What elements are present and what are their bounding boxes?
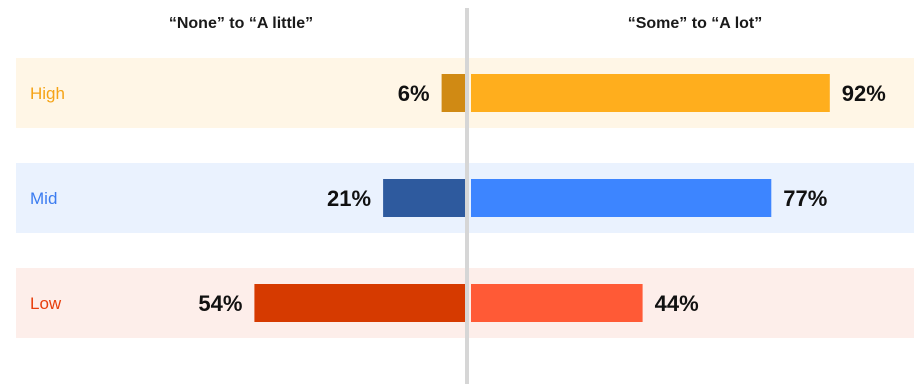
right-column-header: “Some” to “A lot” [628, 15, 763, 32]
bar-mid-left [383, 179, 465, 217]
value-label-mid-left: 21% [327, 186, 371, 211]
left-column-header: “None” to “A little” [169, 15, 313, 32]
bar-low-right [471, 284, 643, 322]
value-label-low-right: 44% [655, 291, 699, 316]
bar-high-left [441, 74, 465, 112]
value-label-low-left: 54% [198, 291, 242, 316]
row-label-mid: Mid [30, 189, 57, 208]
bar-mid-right [471, 179, 772, 217]
row-label-high: High [30, 84, 65, 103]
value-label-high-right: 92% [842, 81, 886, 106]
value-label-high-left: 6% [398, 81, 430, 106]
bar-high-right [471, 74, 830, 112]
value-labels: 6% 92% 21% 77% 54% 44% [198, 81, 885, 316]
row-labels: High Mid Low [30, 84, 65, 313]
value-label-mid-right: 77% [783, 186, 827, 211]
bar-group [254, 74, 830, 322]
row-label-low: Low [30, 294, 62, 313]
bar-low-left [254, 284, 465, 322]
